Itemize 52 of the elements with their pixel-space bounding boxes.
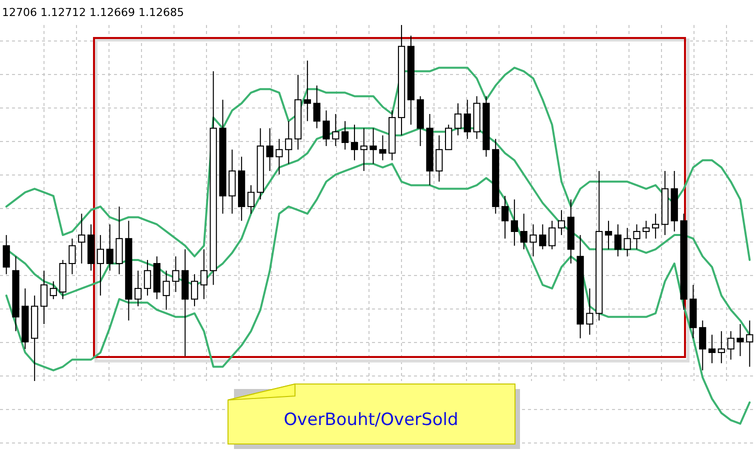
candlestick bbox=[247, 184, 255, 214]
candlestick bbox=[464, 99, 471, 140]
candlestick bbox=[313, 85, 320, 129]
candlestick bbox=[604, 220, 612, 250]
candlestick bbox=[539, 224, 546, 250]
candlestick bbox=[322, 110, 330, 147]
text: OverBouht/OverSold bbox=[284, 410, 458, 430]
candlestick bbox=[558, 210, 566, 236]
candlestick bbox=[548, 220, 556, 250]
candlestick bbox=[699, 320, 706, 371]
candlestick bbox=[68, 238, 76, 275]
candlestick bbox=[633, 224, 640, 250]
candlestick bbox=[134, 270, 142, 307]
candlestick bbox=[40, 270, 48, 325]
candlestick bbox=[190, 274, 198, 307]
candlestick bbox=[642, 220, 650, 240]
candlestick bbox=[2, 234, 10, 275]
candlestick bbox=[454, 102, 462, 136]
candlestick bbox=[276, 138, 283, 176]
candlestick bbox=[350, 124, 358, 161]
candlestick bbox=[510, 198, 518, 246]
candlestick bbox=[445, 124, 452, 150]
candlestick bbox=[379, 134, 386, 161]
candlestick bbox=[106, 224, 114, 272]
candlestick bbox=[736, 324, 744, 357]
candlestick bbox=[652, 213, 660, 240]
candlestick bbox=[718, 330, 725, 364]
candlestick bbox=[727, 330, 734, 360]
candlestick bbox=[304, 60, 311, 122]
candlestick bbox=[708, 334, 716, 364]
candlestick bbox=[78, 213, 86, 264]
candlestick bbox=[96, 234, 104, 296]
candlestick bbox=[285, 120, 292, 164]
text: 12706 1.12712 1.12669 1.12685 bbox=[2, 6, 184, 19]
candlestick bbox=[370, 128, 377, 164]
candlestick bbox=[746, 320, 754, 368]
candlestick bbox=[586, 288, 594, 336]
candlestick bbox=[332, 114, 340, 147]
candlestick bbox=[520, 213, 528, 250]
candlestick bbox=[360, 128, 368, 172]
candlestick bbox=[501, 195, 509, 240]
candlestick bbox=[162, 270, 170, 310]
candlestick bbox=[266, 128, 274, 172]
candlestick bbox=[436, 134, 443, 182]
candlestick bbox=[200, 248, 208, 300]
candlestick bbox=[614, 224, 622, 257]
candlestick bbox=[144, 259, 152, 296]
candlestick bbox=[530, 224, 537, 257]
candlestick bbox=[342, 120, 349, 150]
candlestick bbox=[624, 227, 631, 257]
candlestick bbox=[172, 256, 180, 292]
candlestick bbox=[50, 280, 57, 300]
